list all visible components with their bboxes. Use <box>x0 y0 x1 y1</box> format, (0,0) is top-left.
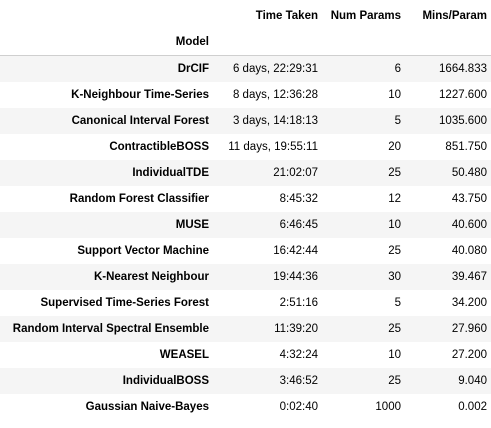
cell-num-params: 5 <box>394 297 401 309</box>
cell-num-params: 25 <box>388 245 401 257</box>
table-row: Random Interval Spectral Ensemble 11:39:2… <box>0 316 491 342</box>
cell-num-params: 10 <box>388 219 401 231</box>
table-row: MUSE 6:46:45 10 40.600 <box>0 212 491 238</box>
cell-num-params: 30 <box>388 271 401 283</box>
cell-time-taken: 4:32:24 <box>279 349 318 361</box>
cell-num-params: 25 <box>388 375 401 387</box>
cell-time-taken: 6 days, 22:29:31 <box>232 63 318 75</box>
cell-num-params: 12 <box>388 193 401 205</box>
cell-time-taken: 11:39:20 <box>274 323 318 335</box>
table-row: Supervised Time-Series Forest 2:51:16 5 34.… <box>0 290 491 316</box>
cell-mins-per-param: 39.467 <box>451 271 487 283</box>
table-row: K-Nearest Neighbour 19:44:36 30 39.467 <box>0 264 491 290</box>
cell-time-taken: 11 days, 19:55:11 <box>228 141 318 153</box>
row-model-name: IndividualTDE <box>132 167 209 179</box>
row-model-name: Random Forest Classifier <box>69 193 209 205</box>
row-model-name: DrCIF <box>177 63 209 75</box>
table-row: Random Forest Classifier 8:45:32 12 43.750 <box>0 186 491 212</box>
cell-mins-per-param: 27.960 <box>451 323 487 335</box>
row-model-name: ContractibleBOSS <box>109 141 209 153</box>
cell-num-params: 10 <box>388 89 401 101</box>
column-header-mins-per-param: Mins/Param <box>422 10 487 22</box>
row-model-name: Random Interval Spectral Ensemble <box>12 323 209 335</box>
table-row: K-Neighbour Time-Series 8 days, 12:36:28 1… <box>0 82 491 108</box>
row-model-name: Canonical Interval Forest <box>71 115 209 127</box>
cell-mins-per-param: 1664.833 <box>439 63 487 75</box>
column-header-num-params: Num Params <box>330 10 401 22</box>
cell-time-taken: 19:44:36 <box>273 271 318 283</box>
cell-mins-per-param: 1227.600 <box>439 89 487 101</box>
cell-num-params: 25 <box>388 323 401 335</box>
row-model-name: K-Neighbour Time-Series <box>71 89 209 101</box>
table-body: DrCIF 6 days, 22:29:31 6 1664.833 K-Neighbou… <box>0 55 491 420</box>
table-row: IndividualTDE 21:02:07 25 50.480 <box>0 160 491 186</box>
cell-time-taken: 2:51:16 <box>279 297 318 309</box>
table-row: Gaussian Naive-Bayes 0:02:40 1000 0.002 <box>0 394 491 420</box>
cell-num-params: 5 <box>394 115 401 127</box>
cell-num-params: 10 <box>388 349 401 361</box>
index-name-header: Model <box>0 29 213 56</box>
cell-time-taken: 8:45:32 <box>279 193 318 205</box>
table-row: DrCIF 6 days, 22:29:31 6 1664.833 <box>0 55 491 82</box>
cell-time-taken: 0:02:40 <box>279 401 318 413</box>
cell-num-params: 25 <box>388 167 401 179</box>
cell-time-taken: 3:46:52 <box>279 375 318 387</box>
row-model-name: IndividualBOSS <box>122 375 209 387</box>
cell-mins-per-param: 0.002 <box>458 401 487 413</box>
cell-num-params: 20 <box>388 141 401 153</box>
table-row: Canonical Interval Forest 3 days, 14:18:1… <box>0 108 491 134</box>
index-header-row: Model <box>0 29 491 56</box>
cell-num-params: 6 <box>394 63 401 75</box>
row-model-name: Support Vector Machine <box>77 245 209 257</box>
cell-mins-per-param: 50.480 <box>451 167 487 179</box>
cell-mins-per-param: 40.600 <box>451 219 487 231</box>
cell-mins-per-param: 43.750 <box>451 193 487 205</box>
cell-time-taken: 21:02:07 <box>273 167 318 179</box>
row-model-name: Gaussian Naive-Bayes <box>85 401 209 413</box>
corner-cell <box>0 3 213 29</box>
index-header-blank <box>405 29 491 56</box>
row-model-name: WEASEL <box>159 349 209 361</box>
column-header-row: Time Taken Num Params Mins/Param <box>0 3 491 29</box>
row-model-name: Supervised Time-Series Forest <box>40 297 209 309</box>
index-header-blank <box>213 29 322 56</box>
cell-mins-per-param: 9.040 <box>458 375 487 387</box>
table-row: Support Vector Machine 16:42:44 25 40.080 <box>0 238 491 264</box>
table-row: ContractibleBOSS 11 days, 19:55:11 20 851.7… <box>0 134 491 160</box>
table-row: WEASEL 4:32:24 10 27.200 <box>0 342 491 368</box>
results-table: Time Taken Num Params Mins/Param Model D… <box>0 3 491 420</box>
column-header-time-taken: Time Taken <box>255 10 318 22</box>
cell-mins-per-param: 1035.600 <box>439 115 487 127</box>
cell-mins-per-param: 27.200 <box>451 349 487 361</box>
cell-mins-per-param: 40.080 <box>451 245 487 257</box>
cell-num-params: 1000 <box>375 401 401 413</box>
cell-mins-per-param: 851.750 <box>445 141 487 153</box>
cell-time-taken: 6:46:45 <box>279 219 318 231</box>
row-model-name: MUSE <box>175 219 209 231</box>
cell-mins-per-param: 34.200 <box>451 297 487 309</box>
table-row: IndividualBOSS 3:46:52 25 9.040 <box>0 368 491 394</box>
cell-time-taken: 8 days, 12:36:28 <box>232 89 318 101</box>
cell-time-taken: 16:42:44 <box>273 245 318 257</box>
index-header-blank <box>322 29 405 56</box>
cell-time-taken: 3 days, 14:18:13 <box>232 115 318 127</box>
row-model-name: K-Nearest Neighbour <box>93 271 209 283</box>
